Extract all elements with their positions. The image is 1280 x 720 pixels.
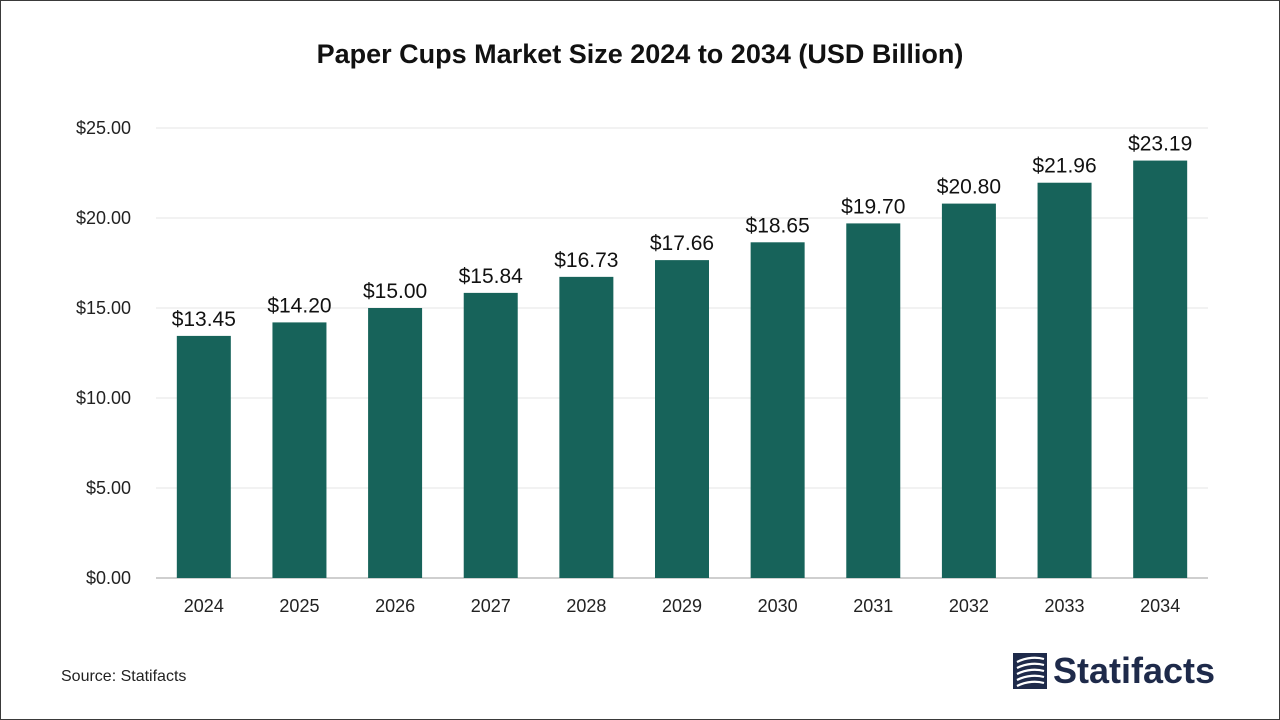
bar-2026 <box>368 308 423 578</box>
brand-logo: Statifacts <box>1013 650 1216 691</box>
source-note: Source: Statifacts <box>61 668 187 685</box>
x-tick-label: 2034 <box>1140 596 1180 616</box>
x-tick-label: 2031 <box>853 596 893 616</box>
data-label: $20.80 <box>937 176 1001 199</box>
bar-2029 <box>655 260 709 578</box>
bar-2024 <box>176 335 231 578</box>
y-tick-label: $5.00 <box>86 478 131 498</box>
data-label: $16.73 <box>554 249 618 272</box>
data-label: $19.70 <box>841 195 905 218</box>
y-tick-label: $10.00 <box>76 388 131 408</box>
data-label: $18.65 <box>746 214 810 237</box>
x-tick-label: 2024 <box>184 596 224 616</box>
data-label: $14.20 <box>267 294 331 317</box>
data-label: $15.84 <box>459 265 524 288</box>
bar-2034 <box>1133 160 1188 578</box>
x-tick-label: 2027 <box>471 596 511 616</box>
x-tick-label: 2030 <box>758 596 798 616</box>
data-label: $23.19 <box>1128 133 1192 156</box>
x-tick-label: 2026 <box>375 596 415 616</box>
data-label: $13.45 <box>172 308 236 331</box>
bar-2025 <box>272 322 327 578</box>
bar-2032 <box>941 203 996 578</box>
y-tick-label: $15.00 <box>76 298 131 318</box>
brand-name: Statifacts <box>1053 650 1216 691</box>
y-tick-label: $25.00 <box>76 118 131 138</box>
data-label: $17.66 <box>650 232 714 255</box>
data-label: $15.00 <box>363 280 427 303</box>
bar-2030 <box>750 242 805 579</box>
chart-title: Paper Cups Market Size 2024 to 2034 (USD… <box>316 39 964 69</box>
x-tick-label: 2029 <box>662 596 702 616</box>
x-tick-label: 2032 <box>949 596 989 616</box>
bar-2031 <box>846 223 901 578</box>
statifacts-logo-icon <box>1013 653 1047 689</box>
x-tick-label: 2028 <box>566 596 606 616</box>
y-tick-label: $20.00 <box>76 208 131 228</box>
x-tick-label: 2033 <box>1045 596 1085 616</box>
bar-2028 <box>559 276 614 578</box>
bar-2033 <box>1037 182 1092 578</box>
x-tick-label: 2025 <box>279 596 319 616</box>
data-label: $21.96 <box>1032 155 1096 178</box>
y-tick-label: $0.00 <box>86 568 131 588</box>
bar-2027 <box>463 292 518 578</box>
